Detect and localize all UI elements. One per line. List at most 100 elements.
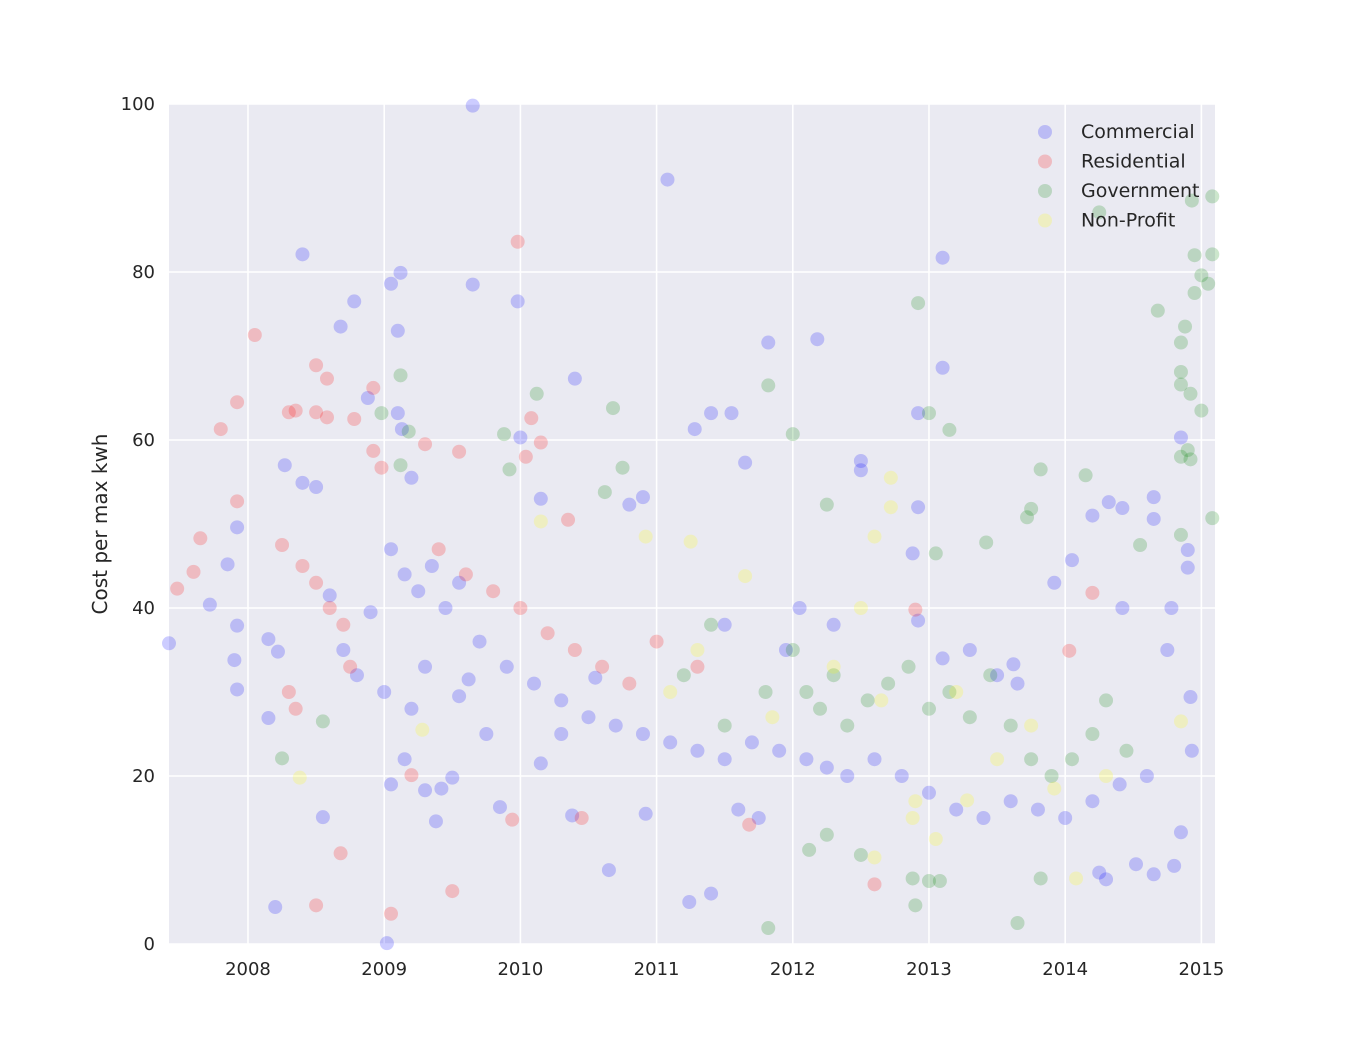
data-point-non-profit bbox=[738, 569, 753, 584]
data-point-residential bbox=[319, 371, 334, 386]
data-point-government bbox=[315, 714, 330, 729]
data-point-commercial bbox=[622, 497, 637, 512]
data-point-commercial bbox=[428, 814, 443, 829]
data-point-government bbox=[962, 710, 977, 725]
data-point-government bbox=[275, 751, 290, 766]
data-point-commercial bbox=[853, 454, 868, 468]
data-point-government bbox=[911, 296, 926, 311]
data-point-commercial bbox=[384, 777, 399, 792]
data-point-commercial bbox=[295, 475, 310, 490]
data-point-commercial bbox=[1146, 867, 1161, 882]
data-point-residential bbox=[649, 634, 664, 649]
data-point-commercial bbox=[1030, 802, 1045, 817]
data-point-commercial bbox=[333, 319, 348, 334]
data-point-commercial bbox=[1092, 865, 1107, 880]
data-point-residential bbox=[445, 884, 460, 899]
data-point-residential bbox=[908, 602, 923, 617]
plot-background bbox=[169, 104, 1215, 944]
data-point-commercial bbox=[1129, 857, 1144, 872]
data-point-commercial bbox=[1010, 676, 1025, 691]
data-point-government bbox=[928, 546, 943, 561]
data-point-government bbox=[704, 617, 719, 632]
data-point-non-profit bbox=[765, 710, 780, 725]
data-point-commercial bbox=[717, 617, 732, 632]
data-point-commercial bbox=[424, 559, 439, 573]
data-point-government bbox=[921, 874, 936, 888]
data-point-commercial bbox=[772, 743, 787, 758]
data-point-commercial bbox=[202, 597, 217, 612]
data-point-government bbox=[1184, 193, 1199, 208]
data-point-government bbox=[1085, 727, 1100, 741]
data-point-commercial bbox=[220, 557, 235, 572]
data-point-commercial bbox=[1085, 794, 1100, 809]
data-point-commercial bbox=[270, 644, 285, 659]
data-point-residential bbox=[1085, 585, 1100, 600]
legend: Commercial Residential Government Non-Profi… bbox=[1038, 121, 1200, 232]
data-point-residential bbox=[295, 559, 310, 573]
data-point-residential bbox=[404, 768, 419, 783]
data-point-commercial bbox=[461, 672, 476, 687]
data-point-government bbox=[615, 460, 630, 475]
data-point-government bbox=[979, 535, 994, 550]
y-axis-label: Cost per max kwh bbox=[88, 434, 112, 615]
data-point-government bbox=[853, 847, 868, 862]
data-point-residential bbox=[230, 395, 245, 410]
data-point-residential bbox=[288, 701, 303, 716]
y-tick-label: 80 bbox=[132, 262, 155, 283]
y-tick-label: 40 bbox=[132, 598, 155, 619]
data-point-commercial bbox=[360, 391, 375, 405]
data-point-commercial bbox=[379, 936, 394, 951]
data-point-non-profit bbox=[867, 850, 882, 865]
data-point-government bbox=[942, 422, 957, 437]
data-point-commercial bbox=[799, 752, 814, 767]
data-point-government bbox=[1194, 403, 1209, 418]
data-point-government bbox=[1173, 335, 1188, 350]
data-point-government bbox=[921, 406, 936, 421]
data-point-commercial bbox=[704, 886, 719, 901]
data-point-residential bbox=[343, 659, 358, 674]
data-point-commercial bbox=[1003, 794, 1018, 809]
data-point-commercial bbox=[510, 294, 525, 309]
data-point-commercial bbox=[1099, 872, 1114, 887]
data-point-commercial bbox=[393, 265, 408, 280]
data-point-government bbox=[1178, 319, 1193, 334]
data-point-commercial bbox=[268, 900, 283, 915]
data-point-government bbox=[802, 842, 817, 857]
data-point-government bbox=[401, 424, 416, 439]
data-point-commercial bbox=[533, 756, 548, 771]
data-point-residential bbox=[505, 812, 520, 827]
data-point-residential bbox=[288, 403, 303, 418]
legend-marker bbox=[1038, 213, 1052, 228]
data-point-commercial bbox=[567, 371, 582, 386]
data-point-government bbox=[758, 685, 773, 699]
data-point-commercial bbox=[261, 711, 276, 726]
data-point-government bbox=[1003, 718, 1018, 733]
data-point-residential bbox=[319, 410, 334, 425]
data-point-commercial bbox=[1183, 690, 1198, 705]
data-point-commercial bbox=[230, 682, 245, 697]
data-point-commercial bbox=[1146, 511, 1161, 526]
data-point-commercial bbox=[384, 276, 399, 291]
data-point-commercial bbox=[1006, 657, 1021, 672]
data-point-commercial bbox=[404, 470, 419, 485]
data-point-commercial bbox=[660, 172, 675, 187]
data-point-residential bbox=[366, 380, 381, 395]
data-point-government bbox=[1201, 276, 1216, 291]
data-point-commercial bbox=[792, 601, 807, 615]
data-point-government bbox=[901, 659, 916, 674]
data-point-residential bbox=[309, 575, 324, 590]
data-point-commercial bbox=[230, 520, 245, 535]
data-point-commercial bbox=[976, 811, 991, 825]
data-point-commercial bbox=[638, 806, 653, 821]
data-point-residential bbox=[193, 531, 208, 546]
data-point-government bbox=[1020, 510, 1035, 525]
data-point-commercial bbox=[990, 668, 1005, 683]
legend-label: Government bbox=[1081, 180, 1200, 202]
data-point-residential bbox=[567, 643, 582, 657]
data-point-commercial bbox=[935, 250, 950, 265]
legend-label: Non-Profit bbox=[1081, 210, 1175, 232]
data-point-commercial bbox=[911, 613, 926, 628]
data-point-non-profit bbox=[415, 722, 430, 737]
data-point-commercial bbox=[905, 546, 920, 561]
data-point-government bbox=[1119, 743, 1134, 758]
